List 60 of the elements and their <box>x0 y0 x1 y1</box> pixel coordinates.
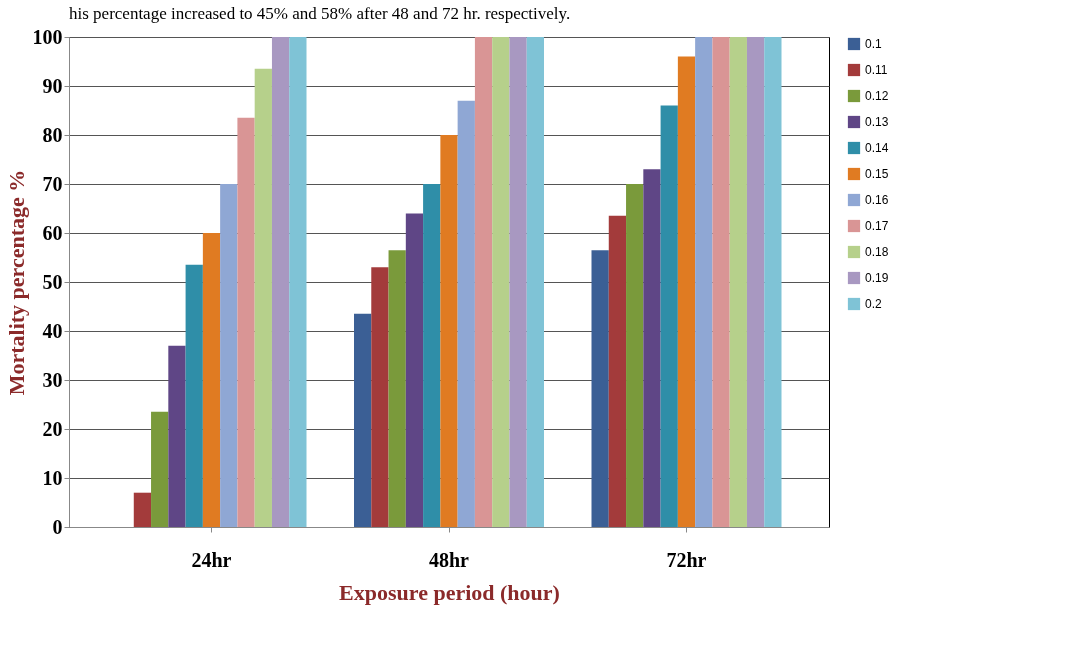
legend-label: 0.11 <box>865 63 888 77</box>
bar <box>474 37 493 527</box>
bar <box>764 37 782 527</box>
bar <box>492 37 510 527</box>
y-tick-label: 10 <box>42 466 63 489</box>
legend-label: 0.13 <box>865 115 889 129</box>
legend-label: 0.12 <box>865 89 889 103</box>
x-tick-label: 24hr <box>191 548 232 571</box>
bar <box>660 105 678 527</box>
y-tick-label: 90 <box>42 74 63 97</box>
bar <box>405 213 424 527</box>
legend-label: 0.18 <box>865 245 889 259</box>
bar <box>237 117 255 527</box>
y-tick-label: 30 <box>42 368 63 391</box>
bar <box>746 37 765 527</box>
bar <box>388 250 406 527</box>
legend-label: 0.17 <box>865 219 889 233</box>
y-tick-label: 50 <box>42 270 63 293</box>
legend-label: 0.14 <box>865 141 889 155</box>
y-tick-label: 100 <box>32 25 63 48</box>
bar <box>526 37 544 527</box>
y-tick-label: 40 <box>42 319 63 342</box>
bar <box>168 345 186 527</box>
bar <box>289 37 307 527</box>
bar <box>729 37 747 527</box>
text: his percentage increased to 45% and 58% after 48 and 72 hr. respectively. <box>69 4 571 23</box>
bar <box>371 267 389 527</box>
bar <box>254 68 272 527</box>
bar <box>220 184 238 527</box>
y-tick-label: 20 <box>42 417 63 440</box>
legend-label: 0.2 <box>865 297 883 311</box>
bar <box>712 37 730 527</box>
bar <box>643 169 661 527</box>
legend-label: 0.15 <box>865 167 889 181</box>
bar <box>608 215 627 527</box>
y-axis-title: Mortality percentage % <box>3 169 29 396</box>
bar <box>354 313 372 527</box>
bar <box>151 411 169 527</box>
legend-label: 0.19 <box>865 271 889 285</box>
legend-label: 0.1 <box>865 37 883 51</box>
legend-label: 0.16 <box>865 193 889 207</box>
bar <box>271 37 290 527</box>
x-tick-label: 48hr <box>429 548 470 571</box>
x-tick-label: 72hr <box>666 548 707 571</box>
bar <box>591 250 609 527</box>
y-tick-label: 0 <box>52 515 63 538</box>
bar <box>133 492 152 527</box>
bar <box>457 100 475 527</box>
bar <box>509 37 527 527</box>
bar <box>185 264 203 527</box>
x-axis-title: Exposure period (hour) <box>339 579 560 605</box>
bar <box>677 56 696 527</box>
y-tick-label: 70 <box>42 172 63 195</box>
y-tick-label: 60 <box>42 221 63 244</box>
bar <box>626 184 644 527</box>
bar <box>423 184 441 527</box>
bar <box>202 233 221 527</box>
bar <box>440 135 458 527</box>
bar <box>695 37 713 527</box>
y-tick-label: 80 <box>42 123 63 146</box>
